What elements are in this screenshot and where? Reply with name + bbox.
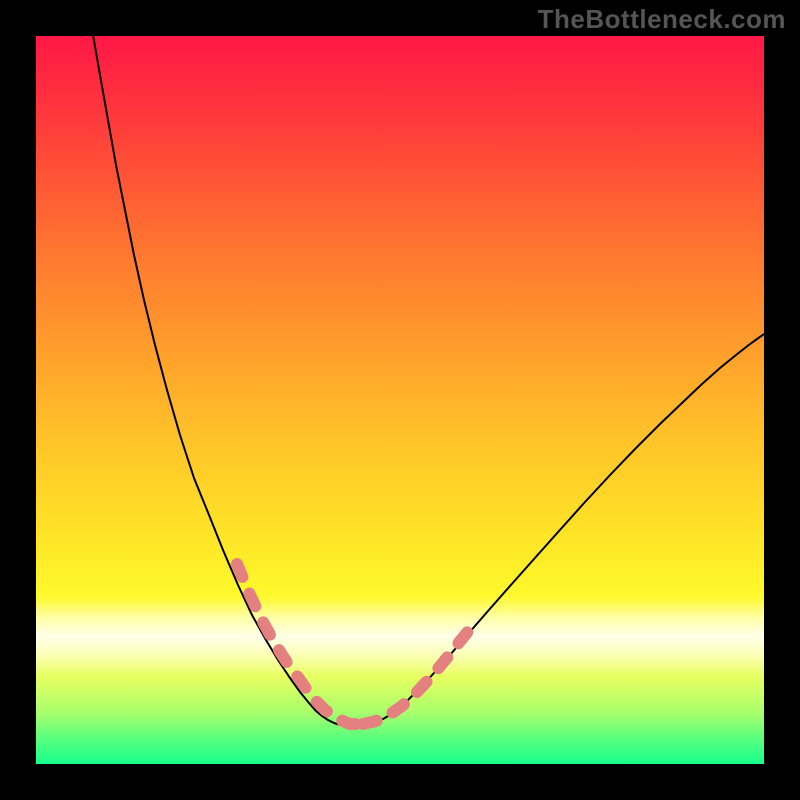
gradient-background — [36, 36, 764, 764]
plot-svg — [36, 36, 764, 764]
chart-frame: TheBottleneck.com — [0, 0, 800, 800]
plot-area — [36, 36, 764, 764]
watermark-text: TheBottleneck.com — [538, 4, 786, 35]
